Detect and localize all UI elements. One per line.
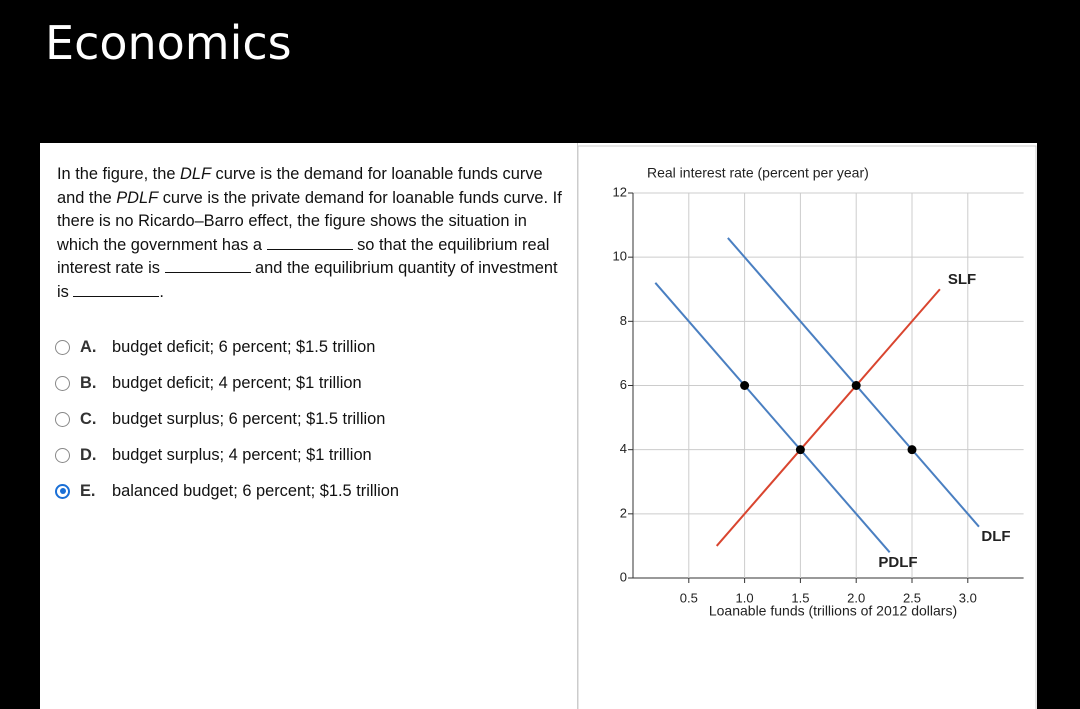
text: curve is the demand for loanable funds c… (57, 165, 543, 207)
option-text: budget surplus; 4 percent; $1 trillion (112, 445, 372, 464)
question-panel: In the figure, the DLF curve is the dema… (40, 143, 1037, 709)
x-tick-label: 1.0 (736, 590, 754, 605)
x-tick-label: 0.5 (680, 590, 698, 605)
option[interactable]: C. budget surplus; 6 percent; $1.5 trilli… (55, 401, 399, 437)
option[interactable]: B. budget deficit; 4 percent; $1 trillion (55, 365, 399, 401)
radio-button[interactable] (55, 483, 70, 499)
option-letter: B. (80, 373, 97, 392)
text: In the figure, the (57, 165, 181, 183)
x-tick-label: 1.5 (791, 590, 809, 605)
question-text: In the figure, the DLF curve is the dema… (57, 163, 567, 304)
option[interactable]: A. budget deficit; 6 percent; $1.5 trilli… (55, 329, 399, 365)
y-tick-label: 2 (620, 505, 627, 520)
x-axis-title: Loanable funds (trillions of 2012 dollar… (709, 603, 957, 619)
option[interactable]: D. budget surplus; 4 percent; $1 trillion (55, 437, 399, 473)
option-text: budget deficit; 6 percent; $1.5 trillion (112, 337, 376, 356)
option-text: budget deficit; 4 percent; $1 trillion (112, 373, 362, 392)
line-label: SLF (948, 271, 976, 288)
blank (164, 258, 251, 273)
y-tick-label: 4 (620, 441, 627, 456)
radio-button[interactable] (55, 339, 70, 355)
point (907, 445, 917, 455)
text: PDLF (116, 188, 159, 207)
x-tick-label: 2.5 (903, 590, 921, 605)
text: DLF (180, 165, 211, 183)
text: and the equilibrium quantity of investme… (57, 259, 558, 301)
question-column: In the figure, the DLF curve is the dema… (40, 143, 578, 709)
radio-button[interactable] (55, 447, 70, 463)
option[interactable]: E. balanced budget; 6 percent; $1.5 trill… (55, 473, 399, 509)
option-text: balanced budget; 6 percent; $1.5 trillio… (112, 481, 400, 500)
blank (266, 235, 353, 250)
option-letter: D. (80, 445, 97, 464)
line (715, 288, 941, 547)
line-label: DLF (981, 528, 1010, 545)
radio-button[interactable] (55, 411, 70, 427)
point (740, 381, 750, 390)
point (795, 445, 805, 455)
y-tick-label: 6 (620, 377, 627, 392)
text: so that the equilibrium real interest ra… (57, 235, 550, 278)
option-letter: C. (80, 409, 97, 428)
x-tick-label: 3.0 (959, 590, 977, 605)
point (851, 381, 861, 390)
options: A. budget deficit; 6 percent; $1.5 trilli… (55, 329, 399, 509)
radio-button[interactable] (55, 375, 70, 391)
option-text: budget surplus; 6 percent; $1.5 trillion (112, 409, 386, 428)
chart-frame (578, 145, 1037, 709)
y-axis-title: Real interest rate (percent per year) (647, 165, 869, 181)
y-tick-label: 8 (620, 313, 627, 328)
y-tick-label: 10 (613, 249, 627, 264)
option-letter: A. (80, 337, 97, 356)
line-label: PDLF (878, 554, 917, 571)
y-tick-label: 0 (620, 569, 627, 584)
option-letter: E. (80, 481, 96, 500)
blank (73, 282, 160, 297)
text: . (159, 282, 164, 301)
y-tick-label: 12 (613, 184, 627, 199)
x-tick-label: 2.0 (847, 590, 865, 605)
text: curve is the private demand for loanable… (57, 188, 562, 254)
chart: Real interest rate (percent per year) Lo… (578, 145, 1037, 709)
header-title: Economics (45, 16, 292, 70)
line (654, 282, 891, 553)
